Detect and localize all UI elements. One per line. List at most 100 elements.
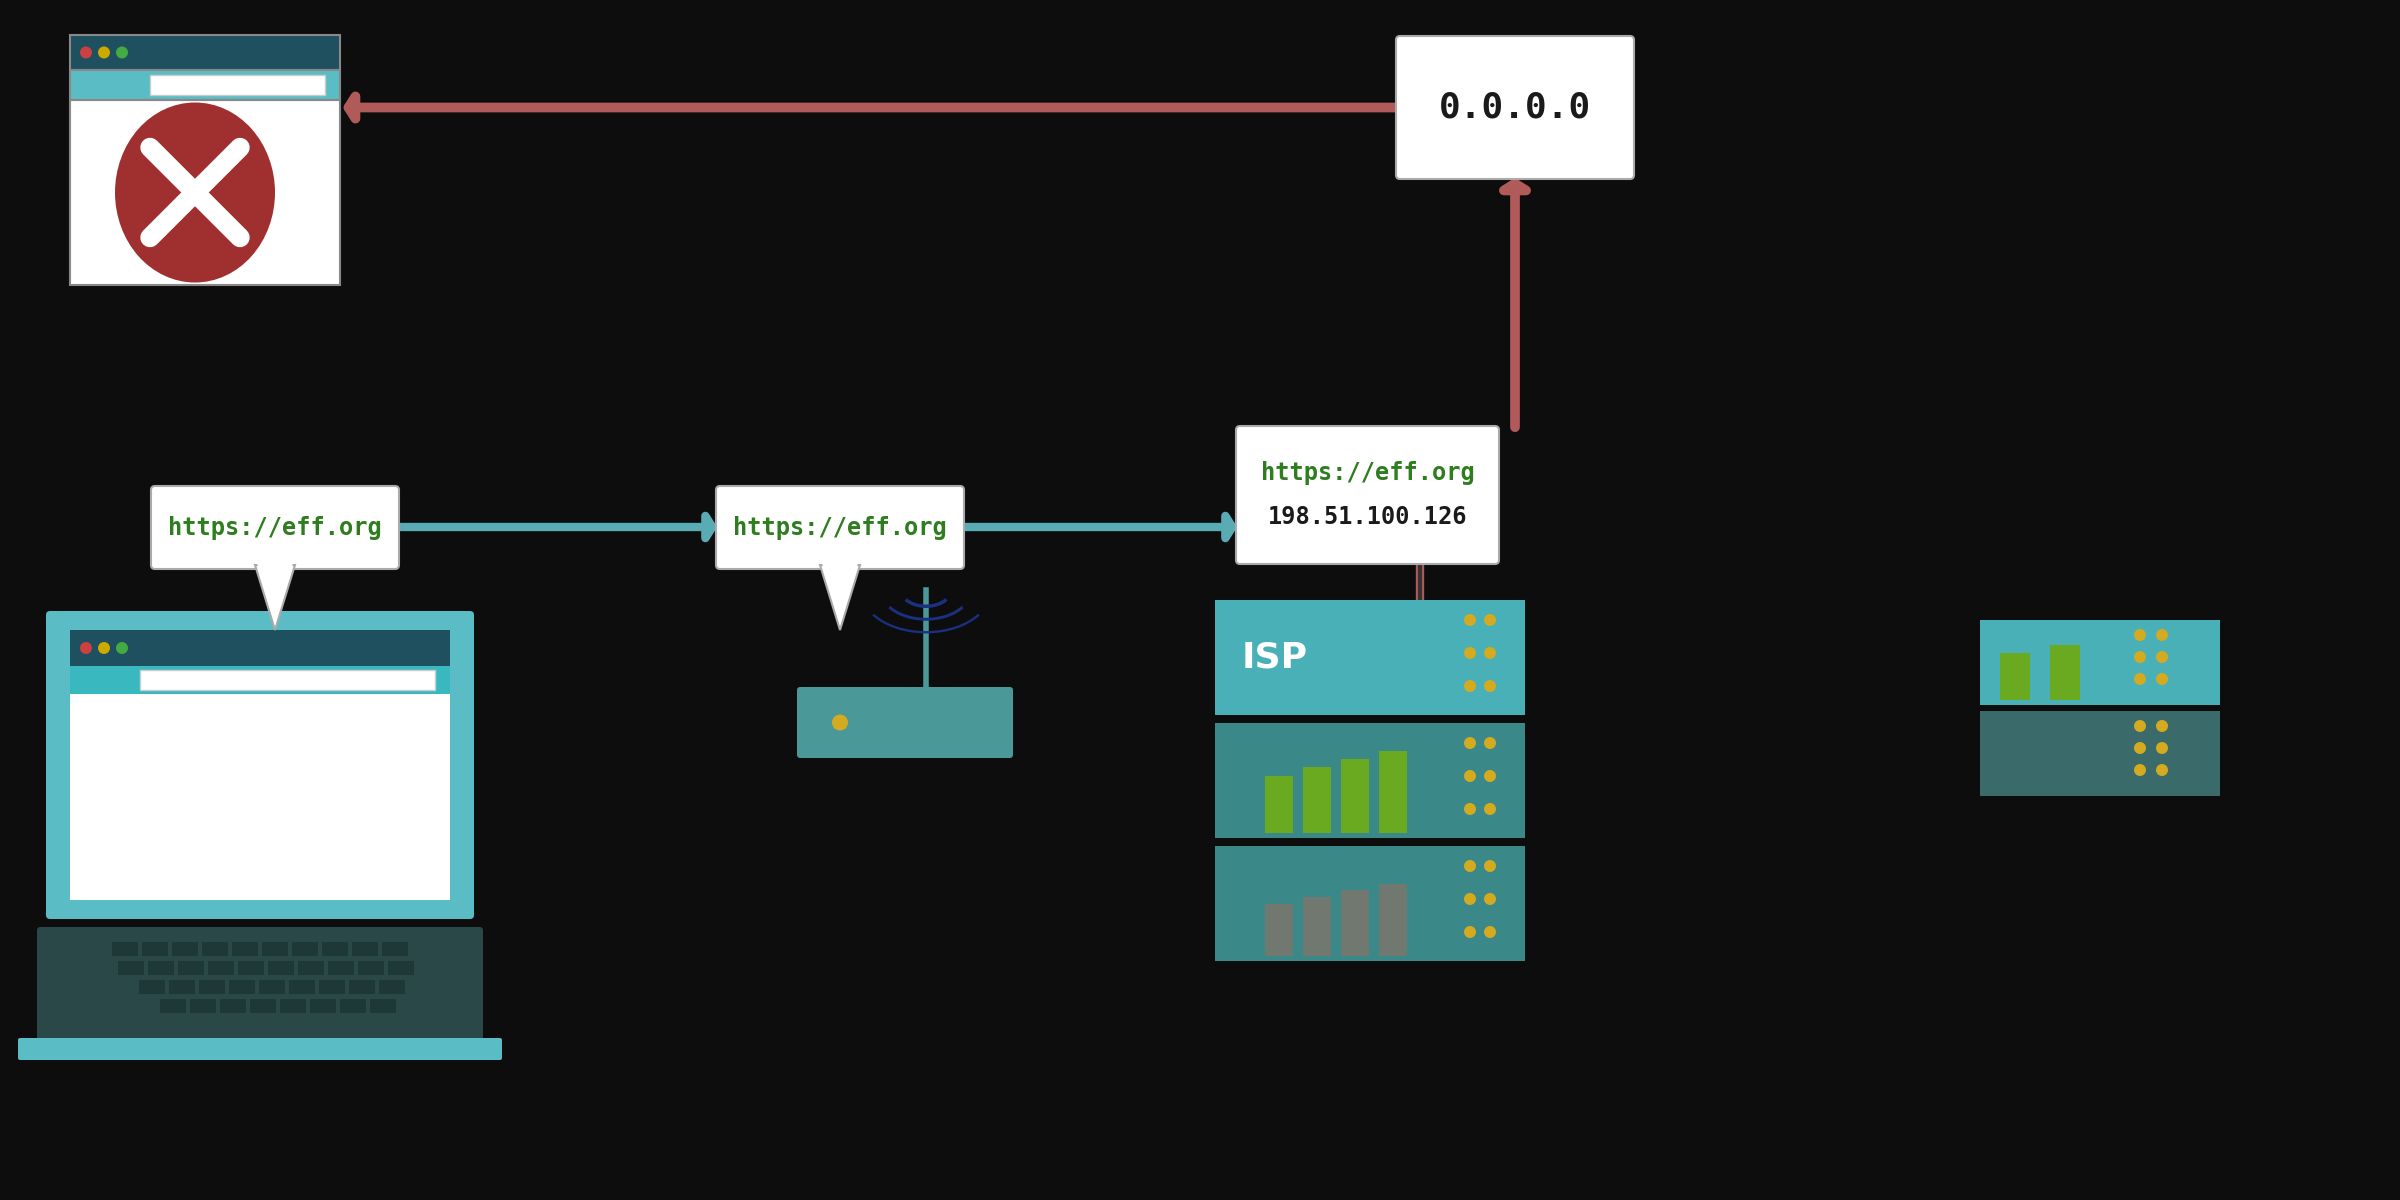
Circle shape [98,47,110,59]
Bar [322,942,348,956]
Bar [370,998,396,1013]
Bar [250,998,276,1013]
Bar [1214,846,1524,961]
Bar [389,961,415,974]
FancyBboxPatch shape [1397,36,1634,179]
Bar [161,998,187,1013]
Bar [139,670,434,690]
Bar [1265,905,1294,956]
Circle shape [1464,680,1476,692]
Circle shape [2155,673,2167,685]
Bar [1265,775,1294,833]
Bar [199,980,226,994]
Bar [1214,722,1524,838]
Ellipse shape [115,102,276,282]
Circle shape [2134,673,2146,685]
Bar [209,961,235,974]
Bar [228,980,254,994]
Circle shape [1464,893,1476,905]
Bar [70,694,451,900]
FancyBboxPatch shape [1236,426,1500,564]
Bar [70,100,341,284]
Circle shape [1483,680,1495,692]
Bar [70,630,451,900]
Bar [173,942,197,956]
Bar [341,998,365,1013]
Bar [118,961,144,974]
Bar [358,961,384,974]
Circle shape [2155,764,2167,776]
Bar [70,35,341,70]
Circle shape [1483,893,1495,905]
Bar [70,666,451,694]
Bar [382,942,408,956]
FancyBboxPatch shape [19,1038,502,1060]
Circle shape [2155,742,2167,754]
Polygon shape [821,565,859,630]
FancyBboxPatch shape [797,686,1013,758]
Bar [348,980,374,994]
Text: https://eff.org: https://eff.org [732,516,948,540]
Circle shape [2134,720,2146,732]
Circle shape [2134,629,2146,641]
Bar [149,74,324,95]
Circle shape [1483,737,1495,749]
Polygon shape [821,563,859,625]
Circle shape [1464,614,1476,626]
Bar [319,980,346,994]
FancyBboxPatch shape [36,926,482,1043]
Text: 0.0.0.0: 0.0.0.0 [1440,90,1591,125]
Bar [1380,751,1406,833]
Bar [269,961,295,974]
Bar [1980,620,2220,704]
Circle shape [1414,433,1428,446]
Circle shape [1483,614,1495,626]
Bar [288,980,314,994]
Circle shape [1464,647,1476,659]
Bar [1303,768,1332,833]
FancyBboxPatch shape [715,486,965,569]
Bar [178,961,204,974]
Circle shape [2155,629,2167,641]
FancyBboxPatch shape [46,611,475,919]
Bar [221,998,247,1013]
Circle shape [833,714,847,731]
Bar [2050,644,2081,700]
Bar [259,980,286,994]
Text: https://eff.org: https://eff.org [168,516,382,540]
Circle shape [1464,803,1476,815]
Circle shape [79,47,91,59]
Circle shape [1483,803,1495,815]
Text: https://eff.org: https://eff.org [1260,461,1474,485]
FancyBboxPatch shape [151,486,398,569]
Bar [1342,890,1368,956]
Circle shape [1464,770,1476,782]
Bar [329,961,355,974]
Bar [238,961,264,974]
Circle shape [1483,926,1495,938]
Bar [70,70,341,100]
Circle shape [98,642,110,654]
Bar [293,942,317,956]
Circle shape [2155,720,2167,732]
Bar [1342,760,1368,833]
Circle shape [1464,926,1476,938]
Circle shape [1483,770,1495,782]
Bar [233,942,259,956]
Bar [1303,898,1332,956]
Circle shape [115,642,127,654]
Bar [1380,883,1406,956]
Circle shape [1464,737,1476,749]
Bar [190,998,216,1013]
Bar [70,630,451,666]
Circle shape [2155,650,2167,662]
Circle shape [1464,860,1476,872]
Polygon shape [257,563,293,625]
Bar [262,942,288,956]
Circle shape [115,47,127,59]
Polygon shape [254,565,295,630]
Bar [353,942,379,956]
Bar [168,980,194,994]
Bar [149,961,175,974]
Bar [202,942,228,956]
